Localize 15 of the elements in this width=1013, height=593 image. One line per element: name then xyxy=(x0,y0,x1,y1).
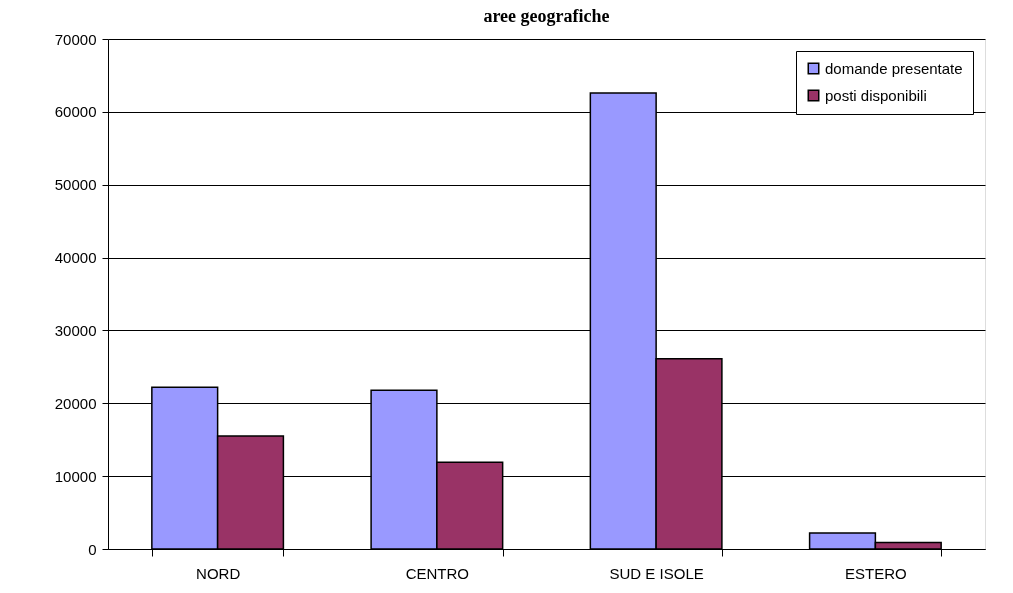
x-tick-label: CENTRO xyxy=(405,564,470,582)
y-tick-label: 40000 xyxy=(54,249,97,267)
y-tick-label: 30000 xyxy=(54,321,97,339)
x-tick-label: SUD E ISOLE xyxy=(609,564,704,582)
y-tick-label: 60000 xyxy=(54,103,97,121)
y-tick-label: 0 xyxy=(88,540,97,558)
legend-label: posti disponibili xyxy=(825,86,927,104)
x-tick-label: NORD xyxy=(196,564,241,582)
legend-label: domande presentate xyxy=(825,59,963,77)
y-tick-label: 50000 xyxy=(54,176,97,194)
y-tick-label: 70000 xyxy=(54,30,97,48)
y-tick-label: 20000 xyxy=(54,394,97,412)
y-tick-label: 10000 xyxy=(54,467,97,485)
x-tick-label: ESTERO xyxy=(845,564,907,582)
chart-title: aree geografiche xyxy=(483,6,610,26)
